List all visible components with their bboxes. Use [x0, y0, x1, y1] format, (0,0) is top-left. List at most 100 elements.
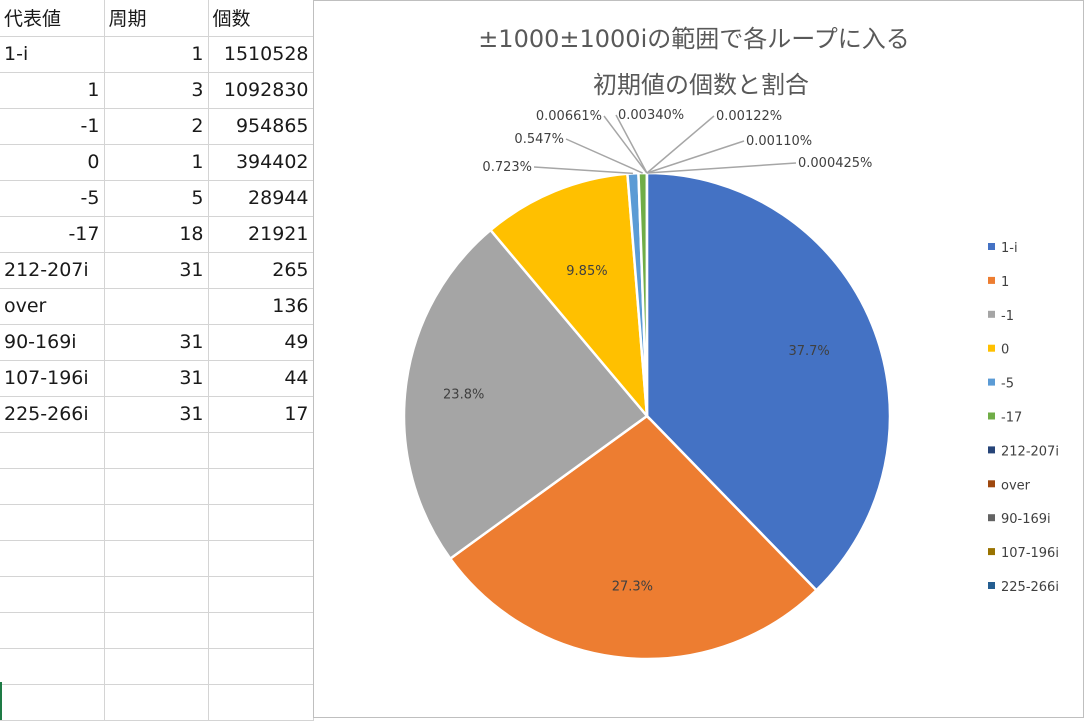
cell-selection-edge [0, 682, 2, 720]
empty-cell[interactable] [208, 648, 313, 684]
header-cell-count[interactable]: 個数 [208, 0, 313, 36]
cell-period[interactable]: 31 [104, 324, 208, 360]
empty-row [0, 684, 313, 720]
table-row: 1-i 1 1510528 [0, 36, 313, 72]
cell-period[interactable] [104, 288, 208, 324]
legend-swatch[interactable] [988, 379, 995, 386]
table-row: 212-207i 31 265 [0, 252, 313, 288]
cell-count[interactable]: 28944 [208, 180, 313, 216]
empty-cell[interactable] [104, 648, 208, 684]
legend-swatch[interactable] [988, 243, 995, 250]
empty-cell[interactable] [0, 648, 104, 684]
empty-cell[interactable] [104, 540, 208, 576]
cell-value[interactable]: 212-207i [0, 252, 104, 288]
empty-row [0, 648, 313, 684]
legend-swatch[interactable] [988, 446, 995, 453]
legend-swatch[interactable] [988, 548, 995, 555]
spreadsheet-body: 代表値 周期 個数 1-i 1 1510528 1 3 1092830 -1 2… [0, 0, 313, 720]
legend-label[interactable]: 0 [1001, 343, 1009, 358]
cell-count[interactable]: 44 [208, 360, 313, 396]
legend-swatch[interactable] [988, 345, 995, 352]
empty-cell[interactable] [0, 468, 104, 504]
legend-label[interactable]: -17 [1001, 411, 1022, 426]
legend-label[interactable]: 90-169i [1001, 512, 1051, 527]
empty-cell[interactable] [208, 612, 313, 648]
legend-label[interactable]: over [1001, 478, 1031, 493]
cell-period[interactable]: 1 [104, 36, 208, 72]
legend-swatch[interactable] [988, 514, 995, 521]
empty-cell[interactable] [0, 612, 104, 648]
legend-label[interactable]: 107-196i [1001, 546, 1059, 561]
empty-cell[interactable] [208, 684, 313, 720]
spreadsheet-table: 代表値 周期 個数 1-i 1 1510528 1 3 1092830 -1 2… [0, 0, 314, 721]
cell-period[interactable]: 31 [104, 396, 208, 432]
cell-count[interactable]: 21921 [208, 216, 313, 252]
cell-period[interactable]: 31 [104, 360, 208, 396]
empty-cell[interactable] [104, 504, 208, 540]
empty-cell[interactable] [208, 468, 313, 504]
empty-cell[interactable] [104, 684, 208, 720]
cell-value[interactable]: over [0, 288, 104, 324]
cell-period[interactable]: 2 [104, 108, 208, 144]
cell-value[interactable]: 225-266i [0, 396, 104, 432]
cell-count[interactable]: 17 [208, 396, 313, 432]
legend-swatch[interactable] [988, 480, 995, 487]
cell-count[interactable]: 1510528 [208, 36, 313, 72]
header-cell-period[interactable]: 周期 [104, 0, 208, 36]
cell-count[interactable]: 49 [208, 324, 313, 360]
cell-value[interactable]: -1 [0, 108, 104, 144]
empty-cell[interactable] [0, 540, 104, 576]
empty-cell[interactable] [0, 576, 104, 612]
cell-value[interactable]: 90-169i [0, 324, 104, 360]
legend-swatch[interactable] [988, 277, 995, 284]
cell-count[interactable]: 954865 [208, 108, 313, 144]
chart-area[interactable]: ±1000±1000iの範囲で各ループに入る 初期値の個数と割合 37.7%27… [313, 0, 1084, 718]
empty-cell[interactable] [208, 540, 313, 576]
cell-period[interactable]: 5 [104, 180, 208, 216]
legend-label[interactable]: 212-207i [1001, 444, 1059, 459]
empty-cell[interactable] [104, 576, 208, 612]
data-label: 0.00661% [536, 109, 602, 124]
legend-label[interactable]: -1 [1001, 309, 1014, 324]
header-cell-value[interactable]: 代表値 [0, 0, 104, 36]
cell-value[interactable]: -5 [0, 180, 104, 216]
cell-value[interactable]: 0 [0, 144, 104, 180]
data-label: 0.00122% [716, 109, 782, 124]
empty-cell[interactable] [104, 468, 208, 504]
legend-label[interactable]: -5 [1001, 377, 1014, 392]
cell-count[interactable]: 136 [208, 288, 313, 324]
cell-count[interactable]: 394402 [208, 144, 313, 180]
cell-period[interactable]: 18 [104, 216, 208, 252]
cell-period[interactable]: 1 [104, 144, 208, 180]
legend-swatch[interactable] [988, 413, 995, 420]
cell-value[interactable]: -17 [0, 216, 104, 252]
cell-count[interactable]: 265 [208, 252, 313, 288]
legend-label[interactable]: 225-266i [1001, 580, 1059, 595]
table-row: -17 18 21921 [0, 216, 313, 252]
cell-value[interactable]: 107-196i [0, 360, 104, 396]
empty-cell[interactable] [208, 432, 313, 468]
empty-cell[interactable] [0, 684, 104, 720]
table-row: -1 2 954865 [0, 108, 313, 144]
cell-value[interactable]: 1 [0, 72, 104, 108]
empty-cell[interactable] [0, 432, 104, 468]
table-row: 107-196i 31 44 [0, 360, 313, 396]
cell-period[interactable]: 31 [104, 252, 208, 288]
cell-value[interactable]: 1-i [0, 36, 104, 72]
table-row: -5 5 28944 [0, 180, 313, 216]
legend-label[interactable]: 1-i [1001, 241, 1018, 256]
empty-cell[interactable] [104, 432, 208, 468]
empty-cell[interactable] [208, 504, 313, 540]
cell-period[interactable]: 3 [104, 72, 208, 108]
cell-count[interactable]: 1092830 [208, 72, 313, 108]
legend-swatch[interactable] [988, 311, 995, 318]
header-row: 代表値 周期 個数 [0, 0, 313, 36]
data-label: 9.85% [566, 264, 607, 279]
empty-row [0, 612, 313, 648]
empty-cell[interactable] [208, 576, 313, 612]
legend-swatch[interactable] [988, 582, 995, 589]
legend-label[interactable]: 1 [1001, 275, 1009, 290]
empty-cell[interactable] [104, 612, 208, 648]
empty-cell[interactable] [0, 504, 104, 540]
data-label: 0.00340% [618, 108, 684, 123]
